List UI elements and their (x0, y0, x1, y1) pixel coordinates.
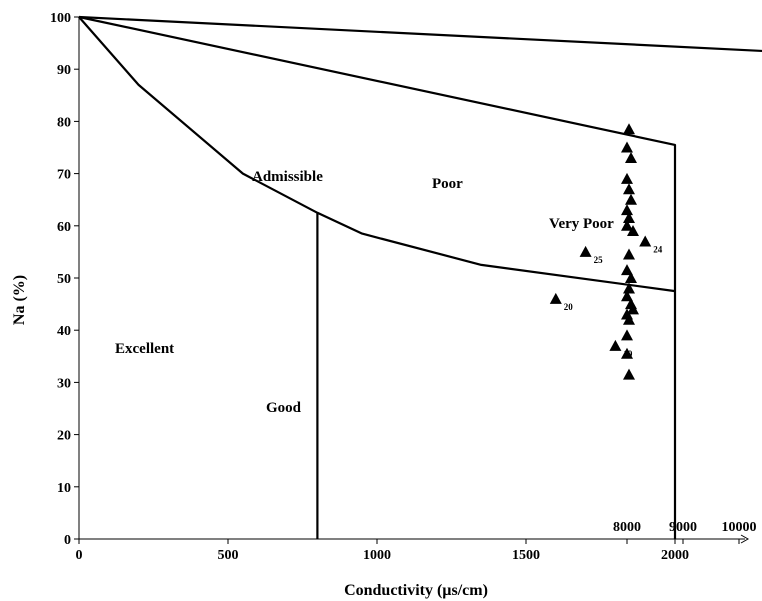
x-tick-label: 1000 (363, 548, 391, 563)
region-label-excellent: Excellent (115, 341, 174, 357)
region-label-good: Good (266, 400, 302, 416)
data-point-label-20: 20 (564, 302, 574, 312)
y-tick-label: 90 (57, 63, 71, 78)
y-tick-label: 40 (57, 324, 71, 339)
x-tick-label: 2000 (661, 548, 689, 563)
region-labels: Excellent Good Admissible Poor Very Poor (115, 169, 614, 416)
high-conductivity-point (623, 211, 635, 223)
y-tick-label: 60 (57, 220, 71, 235)
high-conductivity-point (625, 151, 637, 163)
high-conductivity-point (625, 272, 637, 283)
y-tick-label: 10 (57, 481, 71, 496)
high-conductivity-point (621, 172, 633, 184)
x-axis-arrowhead (740, 534, 750, 544)
high-conductivity-point (625, 193, 637, 205)
high-conductivity-point (627, 303, 639, 315)
boundary-line-2 (78, 15, 677, 539)
data-point-19 (609, 339, 622, 351)
high-conductivity-point (621, 329, 633, 341)
high-conductivity-point (623, 123, 635, 135)
x-break-tick-label: 10000 (722, 520, 757, 535)
data-points: 2524201941736 (549, 123, 663, 380)
boundary-line-1 (78, 15, 762, 53)
y-tick-label: 70 (57, 168, 71, 183)
y-tick-label: 30 (57, 376, 71, 391)
high-conductivity-point (623, 183, 635, 195)
y-tick-label: 80 (57, 115, 71, 130)
data-point-20 (549, 292, 562, 304)
high-conductivity-point (621, 264, 633, 276)
high-conductivity-point (621, 290, 633, 302)
y-tick-label: 50 (57, 272, 71, 287)
high-conductivity-point (621, 347, 633, 359)
data-point-label-24: 24 (653, 244, 663, 254)
y-tick-label: 0 (64, 533, 71, 548)
data-point-24 (639, 235, 652, 247)
data-point-label-25: 25 (594, 255, 604, 265)
x-break-tick-label: 9000 (669, 520, 697, 535)
high-conductivity-point (623, 313, 635, 325)
high-conductivity-point (621, 204, 633, 216)
axes (78, 17, 750, 544)
high-conductivity-point (627, 225, 639, 237)
high-conductivity-point (623, 282, 635, 294)
data-point-25 (579, 245, 592, 257)
x-tick-label: 0 (76, 548, 83, 563)
region-label-poor: Poor (432, 176, 463, 192)
high-conductivity-point (621, 141, 633, 153)
x-axis-title: Conductivity (µs/cm) (344, 582, 488, 599)
high-conductivity-point (623, 368, 635, 380)
x-tick-label: 1500 (512, 548, 540, 563)
x-tick-labels: 0500100015002000250030003500 (76, 539, 689, 563)
y-axis-title: Na (%) (11, 275, 28, 325)
high-conductivity-point (621, 219, 633, 231)
x-break-tick-label: 8000 (613, 520, 641, 535)
region-label-very-poor: Very Poor (549, 216, 614, 232)
y-tick-label: 100 (50, 11, 71, 26)
high-conductivity-point (623, 248, 635, 260)
x-break-tick-labels: 8000 9000 10000 (613, 520, 757, 544)
x-tick-label: 500 (218, 548, 239, 563)
y-tick-label: 20 (57, 429, 71, 444)
region-label-admissible: Admissible (252, 169, 323, 185)
classification-boundaries (78, 15, 762, 539)
y-tick-labels: 0 10 20 30 40 50 60 70 80 90 100 (50, 11, 79, 548)
